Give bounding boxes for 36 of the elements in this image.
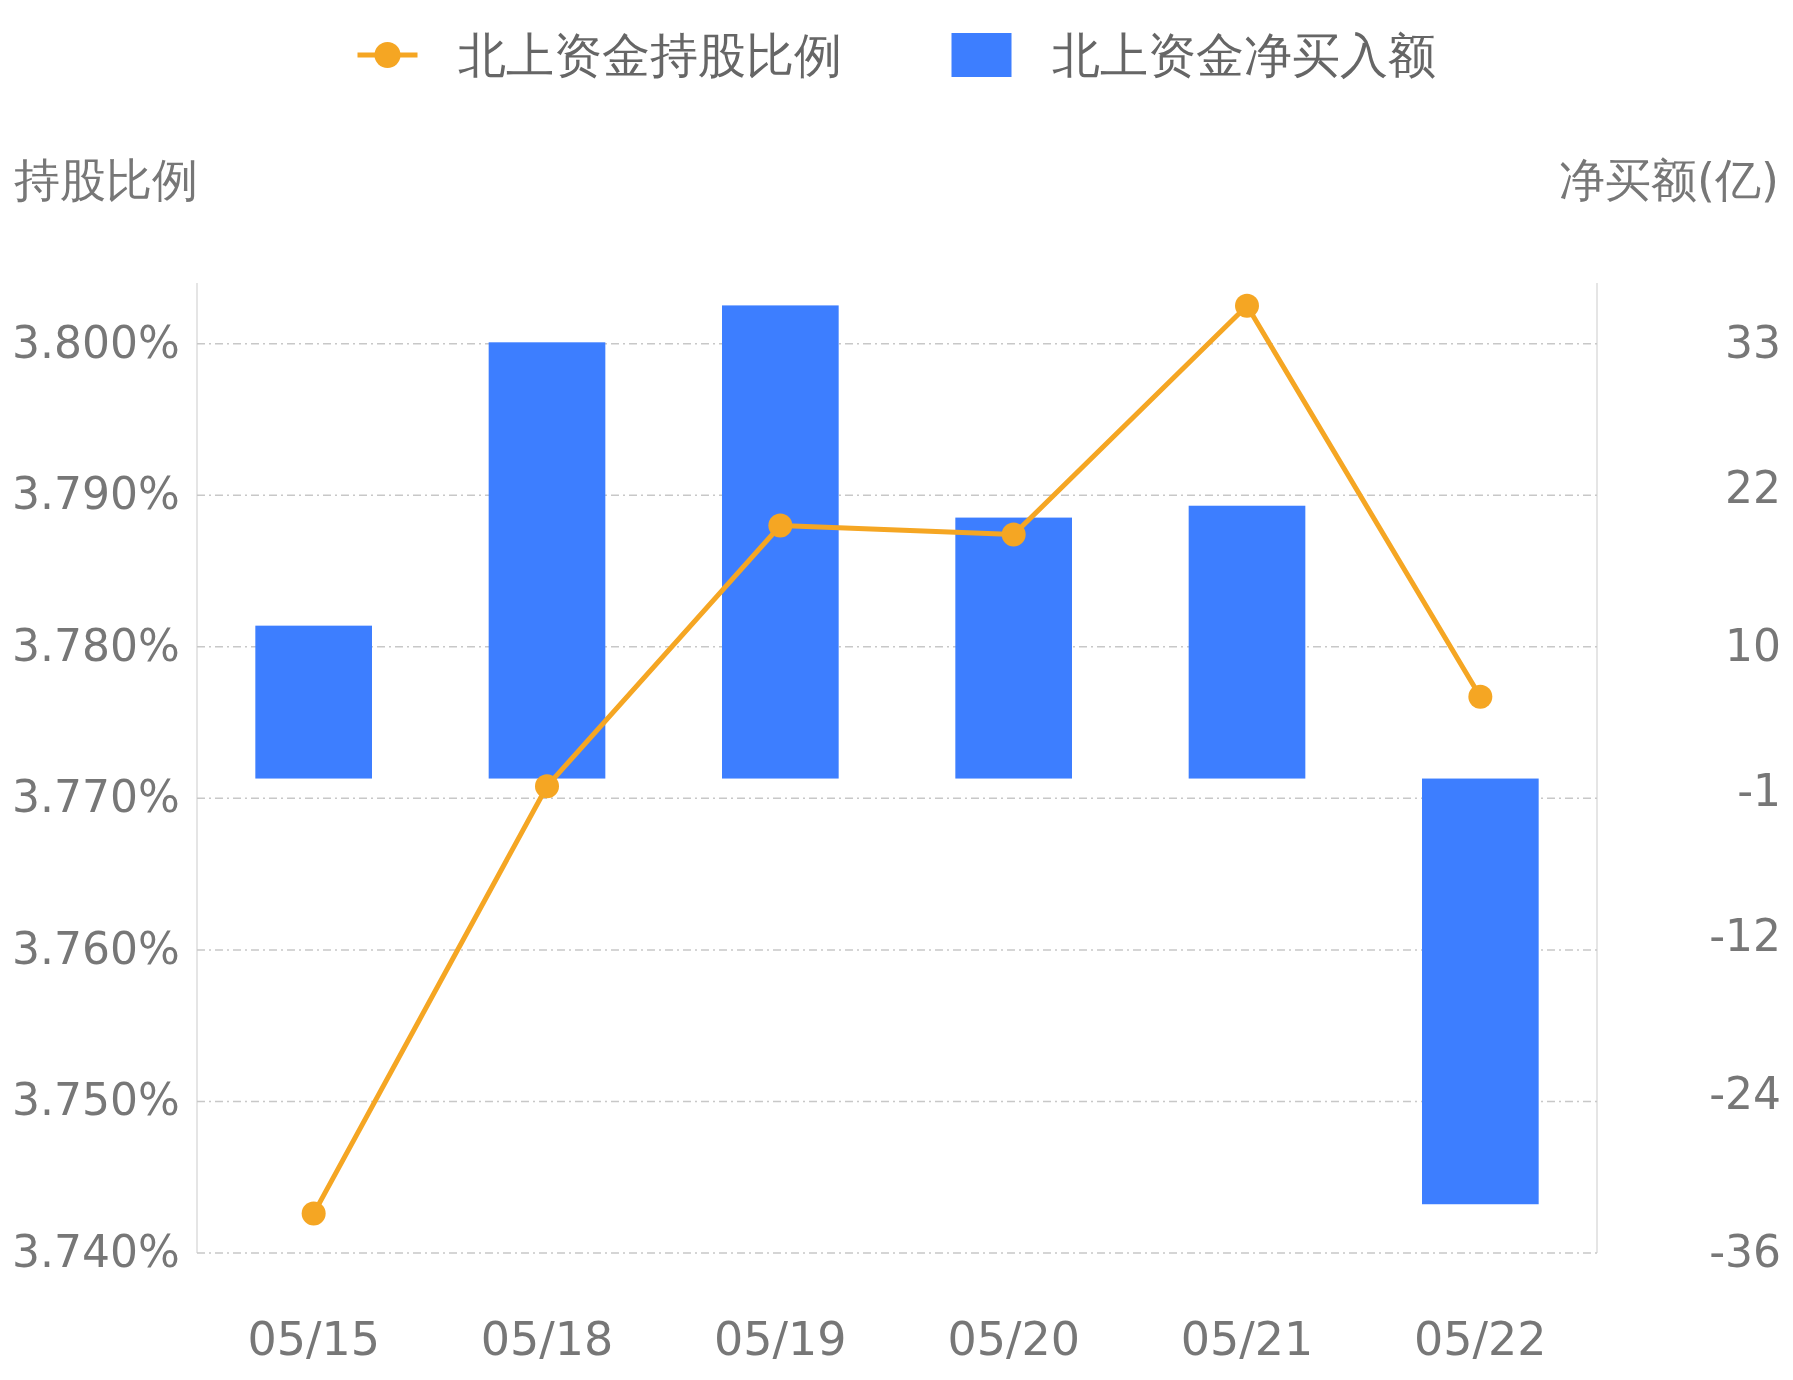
point — [768, 513, 793, 538]
x-tick-label: 05/18 — [480, 1312, 614, 1366]
x-tick-label: 05/19 — [714, 1312, 847, 1366]
legend-label: 北上资金持股比例 — [457, 27, 842, 83]
y2-tick-label: -24 — [1709, 1067, 1781, 1119]
x-tick-label: 05/20 — [947, 1312, 1080, 1366]
point — [535, 774, 559, 799]
point — [301, 1201, 326, 1226]
bar — [255, 625, 372, 779]
y2-tick-label: -1 — [1737, 764, 1781, 816]
point — [1001, 522, 1026, 547]
bar — [722, 305, 839, 779]
bar — [955, 517, 1072, 779]
x-tick-label: 05/21 — [1180, 1312, 1314, 1366]
y2-tick-label: -12 — [1709, 909, 1781, 961]
x-tick-label: 05/22 — [1414, 1312, 1547, 1366]
y2-tick-label: -36 — [1709, 1226, 1781, 1277]
point — [1235, 293, 1259, 318]
y2-tick-label: 33 — [1725, 316, 1781, 368]
y2-axis-title: 净买额(亿) — [1559, 153, 1779, 207]
x-tick-label: 05/15 — [247, 1312, 380, 1366]
y-tick-label: 3.750% — [12, 1074, 180, 1126]
y2-tick-label: 10 — [1725, 619, 1781, 671]
legend-label: 北上资金净买入额 — [1051, 27, 1436, 83]
y-tick-label: 3.760% — [12, 922, 180, 974]
y-tick-label: 3.790% — [12, 468, 180, 520]
y-axis-title: 持股比例 — [14, 153, 198, 207]
bar — [1188, 505, 1306, 779]
y-tick-label: 3.740% — [12, 1226, 180, 1277]
point — [1468, 684, 1493, 709]
bar — [1422, 778, 1539, 1205]
y-tick-label: 3.780% — [12, 619, 180, 671]
bar — [488, 342, 606, 779]
y-tick-label: 3.770% — [12, 771, 180, 823]
y2-tick-label: 22 — [1725, 461, 1781, 513]
y-tick-label: 3.800% — [12, 316, 180, 368]
